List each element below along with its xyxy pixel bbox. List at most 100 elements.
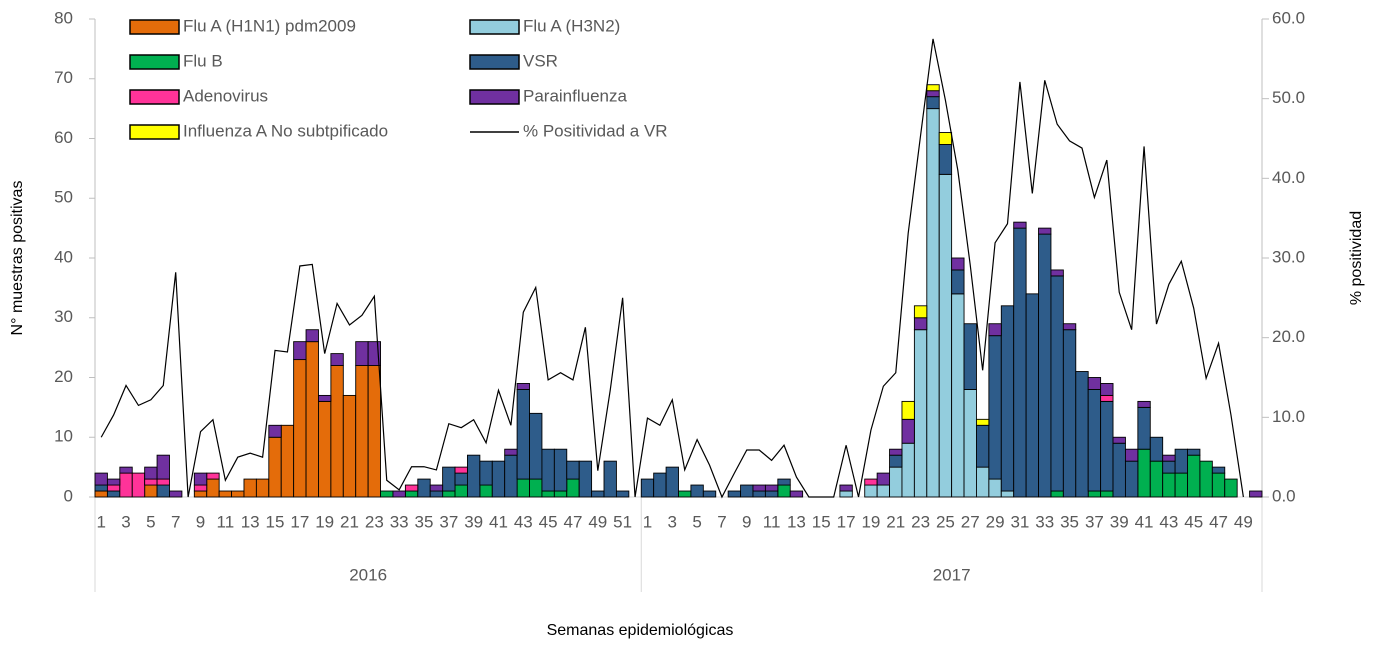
bar-segment (1062, 329, 1077, 498)
bar-segment (1013, 221, 1027, 229)
bar-segment (1174, 448, 1188, 474)
x-tick-label: 11 (763, 512, 781, 531)
x-tick-label: 17 (290, 512, 309, 531)
x-tick-label: 15 (266, 512, 285, 531)
bar-segment (764, 490, 779, 498)
x-tick-label: 13 (787, 512, 806, 531)
bar-segment (516, 383, 530, 390)
x-tick-label: 9 (196, 512, 205, 531)
x-axis-title: Semanas epidemiológicas (547, 622, 734, 639)
bar-segment (889, 454, 903, 468)
bar-segment (1100, 490, 1114, 498)
bar-segment (454, 484, 468, 498)
bar-segment (119, 466, 133, 474)
bar-segment (777, 484, 791, 498)
bar-segment (94, 472, 108, 486)
y2-tick-label: 0.0 (1272, 486, 1296, 505)
x-tick-label: 33 (1035, 512, 1054, 531)
x-tick-label: 1 (96, 512, 105, 531)
bar-segment (156, 484, 170, 498)
bar-segment (380, 490, 394, 498)
bar-segment (479, 484, 493, 498)
bar-segment (429, 490, 444, 498)
legend-label: Parainfluenza (523, 86, 628, 105)
bar-segment (913, 317, 928, 331)
y2-tick-label: 20.0 (1272, 327, 1305, 346)
bar-segment (566, 478, 580, 498)
bar-segment (752, 490, 766, 498)
x-tick-label: 19 (861, 512, 880, 531)
bar-segment (268, 436, 282, 498)
bar-segment (1100, 394, 1114, 402)
bar-segment (529, 412, 543, 480)
x-tick-label: 47 (564, 512, 583, 531)
bar-segment (864, 484, 878, 498)
legend-label: Flu B (183, 51, 223, 70)
y-tick-label: 60 (54, 128, 73, 147)
bar-segment (206, 478, 220, 498)
bar-segment (342, 394, 357, 498)
x-tick-label: 7 (171, 512, 180, 531)
bar-segment (442, 466, 456, 492)
bar-segment (1087, 389, 1102, 492)
bar-segment (156, 478, 170, 486)
bar-segment (106, 484, 121, 492)
x-tick-label: 5 (146, 512, 155, 531)
bar-segment (1038, 233, 1052, 498)
bar-segment (901, 442, 915, 498)
bar-segment (94, 484, 108, 492)
bar-segment (268, 424, 282, 438)
bar-segment (1211, 472, 1226, 498)
bar-segment (678, 490, 692, 498)
x-tick-label: 3 (121, 512, 130, 531)
legend-swatch (129, 54, 180, 70)
bar-segment (615, 490, 630, 498)
bar-segment (889, 448, 903, 456)
y-tick-label: 20 (54, 367, 73, 386)
bar-segment (913, 329, 928, 498)
bar-segment (926, 96, 940, 110)
x-tick-label: 25 (936, 512, 955, 531)
bar-segment (206, 472, 220, 480)
bar-segment (926, 108, 940, 498)
x-tick-label: 35 (415, 512, 434, 531)
y2-tick-label: 60.0 (1272, 8, 1305, 27)
bar-segment (553, 448, 568, 492)
x-tick-label: 5 (692, 512, 701, 531)
bar-segment (479, 460, 493, 486)
bar-segment (901, 418, 915, 444)
bar-segment (603, 460, 617, 498)
bar-segment (442, 490, 456, 498)
bar-segment (169, 490, 183, 498)
bar-segment (976, 418, 990, 426)
bar-segment (665, 466, 679, 498)
bar-segment (1137, 400, 1151, 408)
bar-segment (963, 323, 977, 390)
bar-segment (1137, 448, 1151, 498)
bar-segment (305, 341, 319, 498)
bar-segment (1013, 227, 1027, 498)
bar-segment (1050, 275, 1064, 492)
x-tick-label: 49 (588, 512, 607, 531)
x-tick-label: 37 (439, 512, 458, 531)
bar-segment (988, 335, 1002, 480)
bar-segment (1050, 269, 1064, 277)
bar-segment (454, 466, 468, 474)
bar-segment (454, 472, 468, 486)
x-tick-label: 39 (464, 512, 483, 531)
bar-segment (938, 173, 953, 498)
bar-segment (1137, 406, 1151, 450)
bar-segment (280, 424, 295, 498)
x-tick-label: 29 (986, 512, 1005, 531)
x-tick-label: 49 (1234, 512, 1253, 531)
bar-segment (578, 460, 593, 498)
bar-segment (963, 389, 977, 498)
x-tick-label: 21 (886, 512, 905, 531)
x-tick-label: 47 (1209, 512, 1228, 531)
bar-segment (1075, 371, 1089, 498)
bar-segment (1187, 448, 1201, 456)
bar-segment (491, 460, 506, 498)
bar-segment (541, 448, 555, 492)
line (100, 38, 1244, 499)
